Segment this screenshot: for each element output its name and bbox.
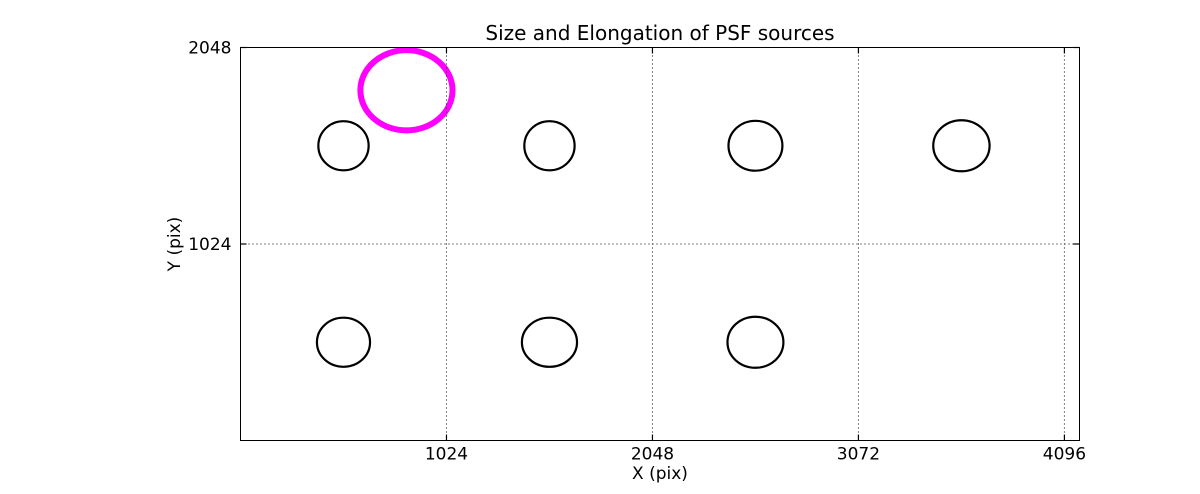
psf-source-ellipse (523, 120, 576, 172)
y-tick-label: 1024 (188, 235, 231, 255)
x-tick-label: 4096 (1043, 445, 1086, 465)
psf-source-ellipse (932, 119, 991, 173)
psf-source-ellipse (727, 119, 784, 172)
psf-source-ellipse (520, 316, 579, 368)
x-tick-label: 2048 (631, 445, 674, 465)
psf-source-ellipse (317, 120, 370, 172)
x-tick-label: 3072 (837, 445, 880, 465)
x-tick-label: 1024 (425, 445, 468, 465)
y-axis-label: Y (pix) (165, 217, 185, 273)
psf-source-ellipse (726, 315, 785, 369)
chart-title: Size and Elongation of PSF sources (485, 21, 834, 45)
y-tick-label: 2048 (188, 39, 231, 59)
x-axis-label: X (pix) (632, 464, 688, 484)
highlighted-psf-source-ellipse (357, 47, 456, 134)
psf-source-ellipse (315, 316, 372, 368)
